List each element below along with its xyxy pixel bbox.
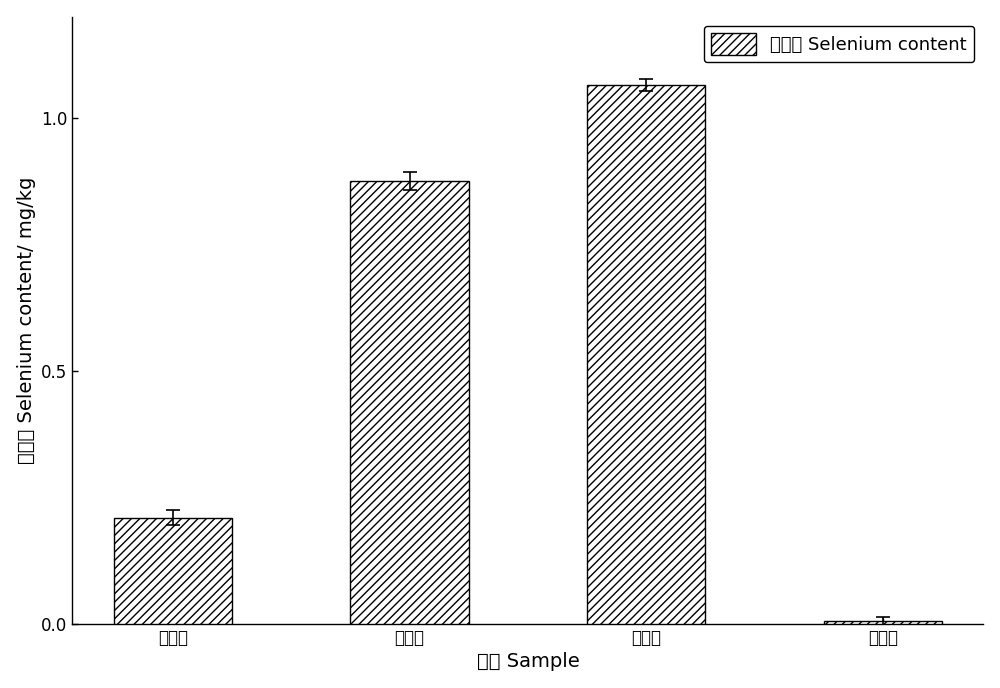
Y-axis label: 硒含量 Selenium content/ mg/kg: 硒含量 Selenium content/ mg/kg xyxy=(17,177,36,464)
Bar xyxy=(114,517,232,624)
Bar xyxy=(824,621,942,624)
Legend: 硒含量 Selenium content: 硒含量 Selenium content xyxy=(704,25,974,62)
Bar xyxy=(350,181,469,624)
X-axis label: 样品 Sample: 样品 Sample xyxy=(477,652,579,671)
Bar xyxy=(587,85,705,624)
